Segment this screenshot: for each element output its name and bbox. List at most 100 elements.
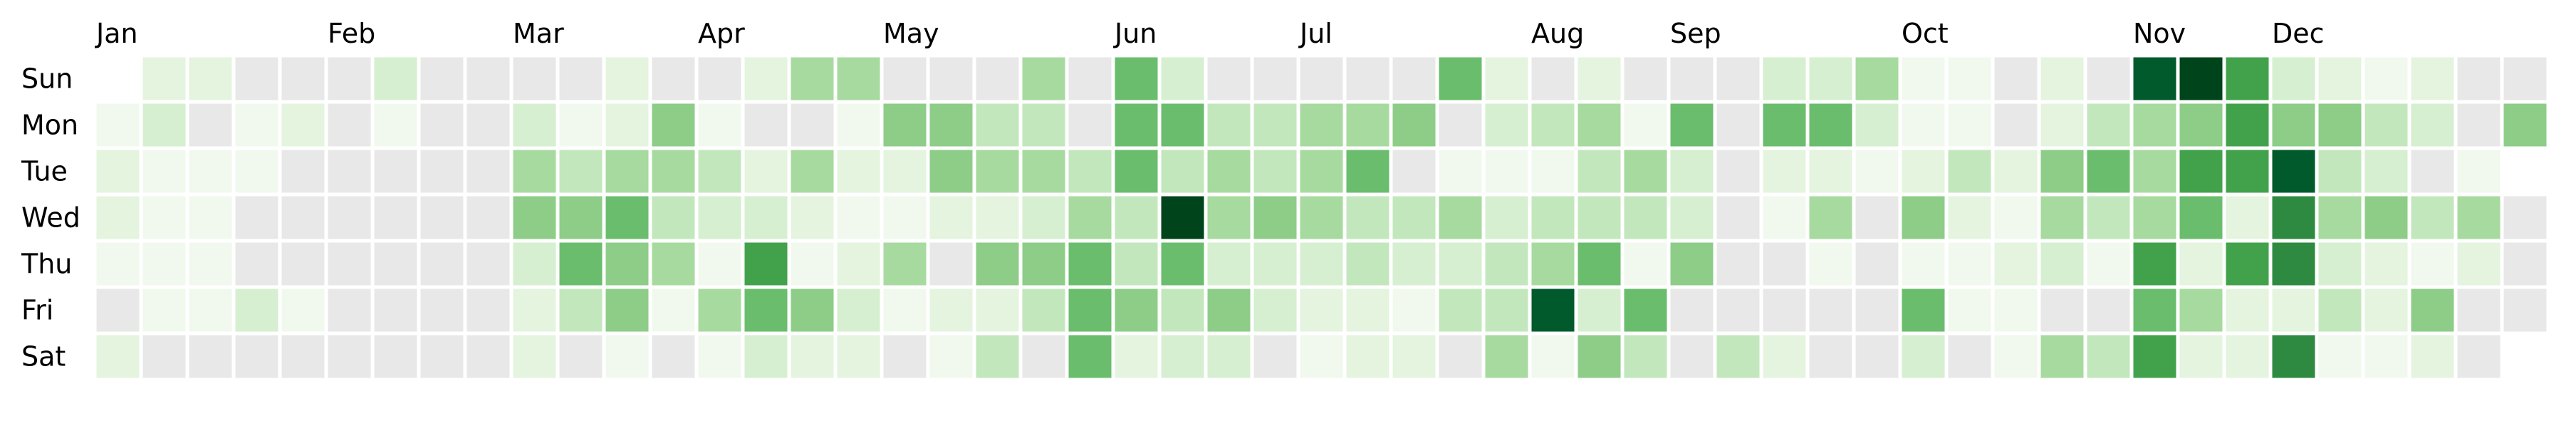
heatmap-cell <box>1250 192 1300 243</box>
heatmap-cell <box>2129 192 2180 243</box>
heatmap-cell <box>2129 146 2180 197</box>
heatmap-cell <box>602 53 652 104</box>
heatmap-cell <box>1667 239 1717 289</box>
heatmap-cell <box>2407 146 2458 197</box>
heatmap-cell <box>1528 331 1578 382</box>
day-label: Wed <box>21 202 80 234</box>
heatmap-cell <box>1713 331 1763 382</box>
heatmap-cell <box>1713 53 1763 104</box>
heatmap-cell <box>1898 239 1949 289</box>
heatmap-cell <box>1620 331 1671 382</box>
heatmap-cell <box>2315 285 2365 336</box>
heatmap-cell <box>1528 192 1578 243</box>
heatmap-cell <box>1620 146 1671 197</box>
heatmap-cell <box>463 285 513 336</box>
heatmap-cell <box>1481 285 1532 336</box>
heatmap-cell <box>1204 285 1254 336</box>
heatmap-cell <box>1065 285 1115 336</box>
heatmap-cell <box>509 285 560 336</box>
heatmap-cell <box>1852 146 1902 197</box>
heatmap-cell <box>1342 331 1393 382</box>
heatmap-cell <box>2268 239 2319 289</box>
heatmap-cell <box>1157 331 1208 382</box>
heatmap-cell <box>1898 146 1949 197</box>
heatmap-cell <box>1204 239 1254 289</box>
heatmap-cell <box>417 285 467 336</box>
heatmap-cell <box>1389 192 1439 243</box>
heatmap-cell <box>1667 331 1717 382</box>
heatmap-cell <box>2407 53 2458 104</box>
heatmap-cell <box>185 100 236 150</box>
heatmap-cell <box>1435 239 1486 289</box>
heatmap-cell <box>139 285 189 336</box>
heatmap-cell <box>1944 331 1995 382</box>
heatmap-cell <box>1852 192 1902 243</box>
month-label: Aug <box>1531 18 1584 49</box>
heatmap-cell <box>231 285 282 336</box>
heatmap-cell <box>1157 239 1208 289</box>
heatmap-cell <box>2315 100 2365 150</box>
heatmap-cell <box>1528 239 1578 289</box>
heatmap-cell <box>833 53 884 104</box>
heatmap-cell <box>1574 146 1625 197</box>
heatmap-cell <box>926 192 976 243</box>
heatmap-cell <box>2454 285 2504 336</box>
heatmap-cell <box>741 53 791 104</box>
heatmap-cell <box>509 53 560 104</box>
heatmap-cell <box>231 146 282 197</box>
heatmap-cell <box>2361 146 2411 197</box>
heatmap-cell <box>2222 192 2273 243</box>
heatmap-cell <box>1065 146 1115 197</box>
heatmap-cell <box>1296 285 1347 336</box>
heatmap-cell <box>602 192 652 243</box>
heatmap-cell <box>1759 192 1810 243</box>
heatmap-cell <box>926 100 976 150</box>
heatmap-cell <box>1991 239 2041 289</box>
heatmap-cell <box>231 239 282 289</box>
heatmap-cell <box>1713 285 1763 336</box>
heatmap-cell <box>2268 285 2319 336</box>
heatmap-cell <box>1713 146 1763 197</box>
heatmap-cell <box>93 285 143 336</box>
heatmap-cell <box>1157 100 1208 150</box>
heatmap-cell <box>602 100 652 150</box>
heatmap-cell <box>1250 239 1300 289</box>
heatmap-cell <box>972 53 1023 104</box>
heatmap-cell <box>278 53 328 104</box>
heatmap-cell <box>694 331 745 382</box>
heatmap-cell <box>1296 192 1347 243</box>
heatmap-cell <box>93 331 143 382</box>
heatmap-cell <box>1481 100 1532 150</box>
heatmap-cell <box>1620 100 1671 150</box>
heatmap-cell <box>833 192 884 243</box>
heatmap-cell <box>324 192 375 243</box>
heatmap-cell <box>2222 146 2273 197</box>
heatmap-cell <box>1435 285 1486 336</box>
heatmap-cell <box>2454 146 2504 197</box>
month-label: May <box>883 18 939 49</box>
heatmap-cell <box>1111 146 1162 197</box>
heatmap-cell <box>324 146 375 197</box>
heatmap-cell <box>2083 192 2134 243</box>
heatmap-cell <box>185 53 236 104</box>
heatmap-cell <box>1111 239 1162 289</box>
heatmap-cell <box>694 146 745 197</box>
heatmap-cell <box>787 146 838 197</box>
heatmap-cell <box>324 53 375 104</box>
month-label: Dec <box>2272 18 2325 49</box>
heatmap-cell <box>787 100 838 150</box>
heatmap-cell <box>2407 100 2458 150</box>
heatmap-cell <box>972 285 1023 336</box>
heatmap-cell <box>833 331 884 382</box>
heatmap-cell <box>1296 239 1347 289</box>
heatmap-cell <box>2500 192 2550 243</box>
heatmap-cell <box>1944 285 1995 336</box>
heatmap-cell <box>231 53 282 104</box>
heatmap-cell <box>2176 192 2226 243</box>
heatmap-cell <box>2222 285 2273 336</box>
heatmap-cell <box>139 100 189 150</box>
heatmap-cell <box>1574 192 1625 243</box>
heatmap-cell <box>1250 285 1300 336</box>
heatmap-cell <box>370 285 421 336</box>
heatmap-cell <box>417 100 467 150</box>
